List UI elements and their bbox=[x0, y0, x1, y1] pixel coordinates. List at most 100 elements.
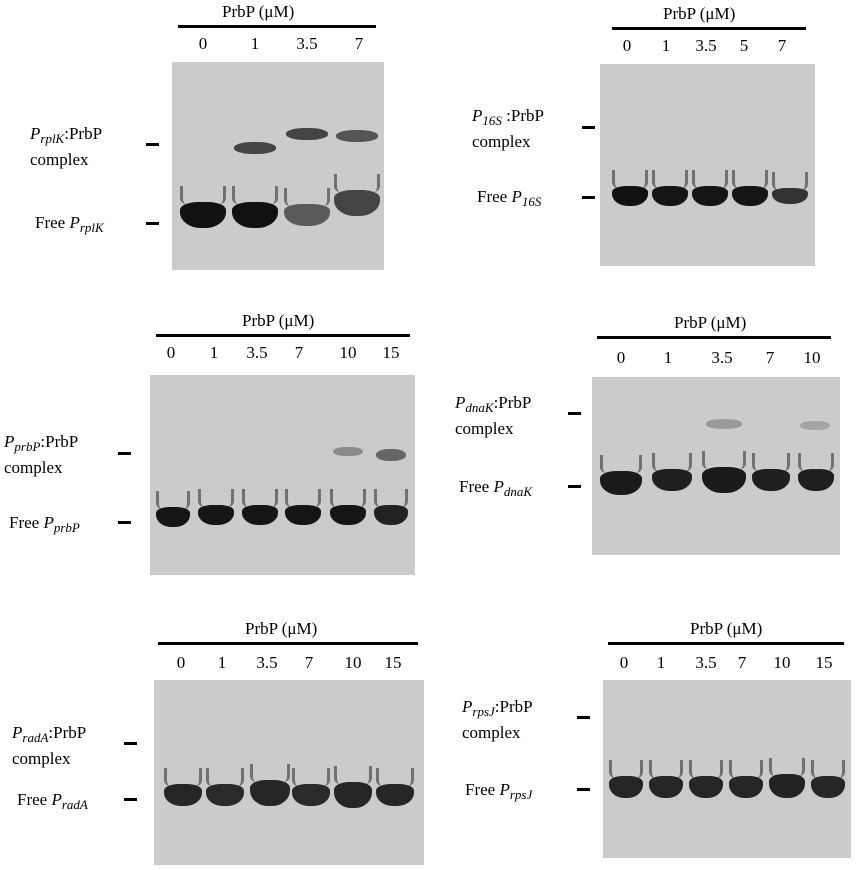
lane-label: 0 bbox=[198, 34, 208, 53]
complex-suffix: :PrbP bbox=[494, 697, 533, 716]
free-word: Free bbox=[477, 187, 512, 206]
header-rule bbox=[156, 334, 410, 337]
complex-word: complex bbox=[4, 458, 63, 477]
free-dna-band bbox=[232, 186, 278, 228]
lane-label: 1 bbox=[663, 348, 673, 367]
lane-label: 7 bbox=[294, 343, 304, 362]
complex-suffix: :PrbP bbox=[40, 432, 79, 451]
promoter-symbol: P bbox=[69, 213, 80, 232]
promoter-subscript: prbP bbox=[14, 439, 41, 454]
complex-label: PrplK:PrbP complex bbox=[30, 123, 102, 170]
free-dna-band bbox=[156, 491, 190, 527]
free-dna-band bbox=[250, 764, 290, 806]
free-dna-band bbox=[729, 760, 763, 798]
complex-label: PrpsJ:PrbP complex bbox=[462, 696, 533, 743]
complex-band bbox=[333, 447, 363, 456]
promoter-subscript: rplK bbox=[79, 220, 104, 235]
free-position-tick bbox=[118, 521, 131, 524]
free-label: Free PrpsJ bbox=[465, 779, 532, 805]
promoter-symbol: P bbox=[493, 477, 504, 496]
free-dna-band bbox=[206, 768, 244, 806]
lane-label: 10 bbox=[773, 653, 791, 672]
promoter-subscript: dnaK bbox=[503, 484, 533, 499]
complex-word: complex bbox=[462, 723, 521, 742]
promoter-symbol: P bbox=[511, 187, 522, 206]
lane-label: 3.5 bbox=[695, 36, 717, 55]
concentration-header: PrbP (μM) bbox=[663, 4, 736, 23]
lane-label: 7 bbox=[354, 34, 364, 53]
complex-position-tick bbox=[124, 742, 137, 745]
free-dna-band bbox=[732, 170, 768, 206]
free-word: Free bbox=[35, 213, 70, 232]
free-position-tick bbox=[582, 196, 595, 199]
complex-word: complex bbox=[30, 150, 89, 169]
gel-image bbox=[172, 62, 384, 270]
free-label: Free PrplK bbox=[35, 212, 104, 238]
free-dna-band bbox=[798, 453, 834, 491]
complex-word: complex bbox=[472, 132, 531, 151]
lane-label: 0 bbox=[619, 653, 629, 672]
header-rule bbox=[608, 642, 844, 645]
promoter-symbol: P bbox=[499, 780, 510, 799]
free-word: Free bbox=[9, 513, 44, 532]
gel-image bbox=[592, 377, 840, 555]
free-word: Free bbox=[17, 790, 52, 809]
free-word: Free bbox=[459, 477, 494, 496]
lane-label: 3.5 bbox=[695, 653, 717, 672]
promoter-subscript: rpsJ bbox=[472, 704, 495, 719]
free-dna-band bbox=[334, 766, 372, 808]
complex-suffix: :PrbP bbox=[48, 723, 87, 742]
free-position-tick bbox=[577, 788, 590, 791]
free-dna-band bbox=[609, 760, 643, 798]
lane-label: 1 bbox=[209, 343, 219, 362]
complex-position-tick bbox=[568, 412, 581, 415]
promoter-subscript: rpsJ bbox=[509, 787, 533, 802]
lane-label: 15 bbox=[382, 343, 400, 362]
complex-band bbox=[706, 419, 742, 429]
lane-label: 10 bbox=[803, 348, 821, 367]
lane-label: 3.5 bbox=[256, 653, 278, 672]
free-dna-band bbox=[702, 451, 746, 493]
free-label: Free PprbP bbox=[9, 512, 80, 538]
complex-band bbox=[286, 128, 328, 140]
free-dna-band bbox=[652, 453, 692, 491]
promoter-subscript: 16S bbox=[521, 194, 542, 209]
promoter-symbol: P bbox=[462, 697, 473, 716]
free-dna-band bbox=[811, 760, 845, 798]
concentration-header: PrbP (μM) bbox=[245, 619, 318, 638]
free-dna-band bbox=[334, 174, 380, 216]
free-position-tick bbox=[568, 485, 581, 488]
lane-label: 1 bbox=[217, 653, 227, 672]
concentration-header: PrbP (μM) bbox=[222, 2, 295, 21]
complex-label: P16S :PrbP complex bbox=[472, 105, 544, 152]
free-dna-band bbox=[652, 170, 688, 206]
free-dna-band bbox=[649, 760, 683, 798]
complex-band bbox=[376, 449, 406, 461]
lane-label: 10 bbox=[339, 343, 357, 362]
promoter-subscript: radA bbox=[61, 797, 88, 812]
header-rule bbox=[158, 642, 418, 645]
gel-image bbox=[600, 64, 815, 266]
free-dna-band bbox=[242, 489, 278, 525]
lane-label: 3.5 bbox=[246, 343, 268, 362]
lane-label: 7 bbox=[304, 653, 314, 672]
free-dna-band bbox=[164, 768, 202, 806]
complex-band bbox=[234, 142, 276, 154]
complex-position-tick bbox=[146, 143, 159, 146]
lane-label: 1 bbox=[656, 653, 666, 672]
concentration-header: PrbP (μM) bbox=[674, 313, 747, 332]
free-dna-band bbox=[689, 760, 723, 798]
lane-label: 3.5 bbox=[711, 348, 733, 367]
free-dna-band bbox=[612, 170, 648, 206]
free-position-tick bbox=[124, 798, 137, 801]
complex-suffix: :PrbP bbox=[501, 106, 544, 125]
free-dna-band bbox=[285, 489, 321, 525]
free-dna-band bbox=[376, 768, 414, 806]
promoter-subscript: dnaK bbox=[465, 400, 494, 415]
header-rule bbox=[178, 25, 376, 28]
free-dna-band bbox=[198, 489, 234, 525]
free-dna-band bbox=[284, 188, 330, 226]
gel-image bbox=[154, 680, 424, 865]
lane-label: 1 bbox=[661, 36, 671, 55]
promoter-symbol: P bbox=[51, 790, 62, 809]
